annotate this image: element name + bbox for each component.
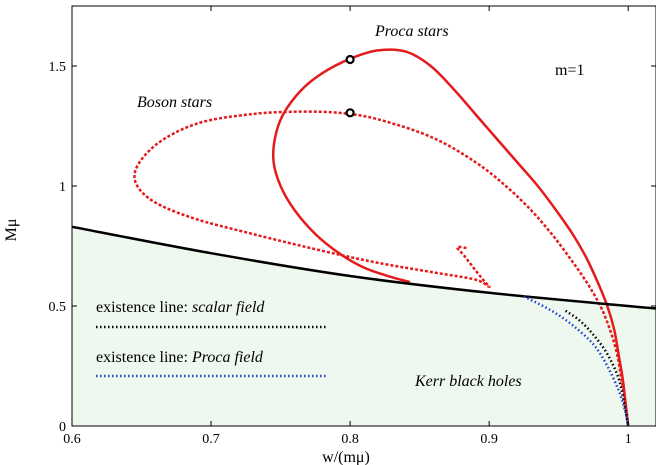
annotation-kerr-black-holes: Kerr black holes: [414, 373, 522, 390]
y-axis-label: Mμ: [3, 219, 20, 242]
annotation-boson-stars: Boson stars: [137, 94, 212, 111]
x-tick-label: 0.8: [341, 432, 359, 447]
x-tick-label: 0.7: [202, 432, 220, 447]
y-tick-label: 0.5: [49, 300, 67, 315]
x-tick-label: 0.6: [63, 432, 81, 447]
annotation-proca-stars: Proca stars: [374, 23, 449, 40]
x-tick-label: 0.9: [480, 432, 498, 447]
series-proca-stars: [271, 48, 630, 427]
series-proca-existence: [523, 295, 630, 427]
series-boson-stars: [133, 110, 630, 427]
y-tick-label: 1: [59, 180, 66, 195]
y-tick-label: 0: [59, 420, 66, 435]
x-axis-label: w/(mμ): [322, 449, 370, 465]
marker-point-2: [345, 108, 355, 118]
legend-label-scalar: existence line: scalar field: [96, 299, 265, 316]
x-tick-label: 1: [625, 432, 632, 447]
annotation-m-label: m=1: [555, 62, 584, 79]
marker-point-1: [345, 54, 355, 65]
plot-frame: [71, 5, 656, 427]
kerr-region-fill: [72, 226, 656, 426]
legend-label-proca: existence line: Proca field: [96, 349, 264, 366]
series-scalar-existence: [564, 309, 630, 427]
legend: existence line: scalar field existence l…: [96, 299, 328, 378]
series-kerr-existence: [71, 225, 656, 310]
y-tick-label: 1.5: [49, 60, 67, 75]
